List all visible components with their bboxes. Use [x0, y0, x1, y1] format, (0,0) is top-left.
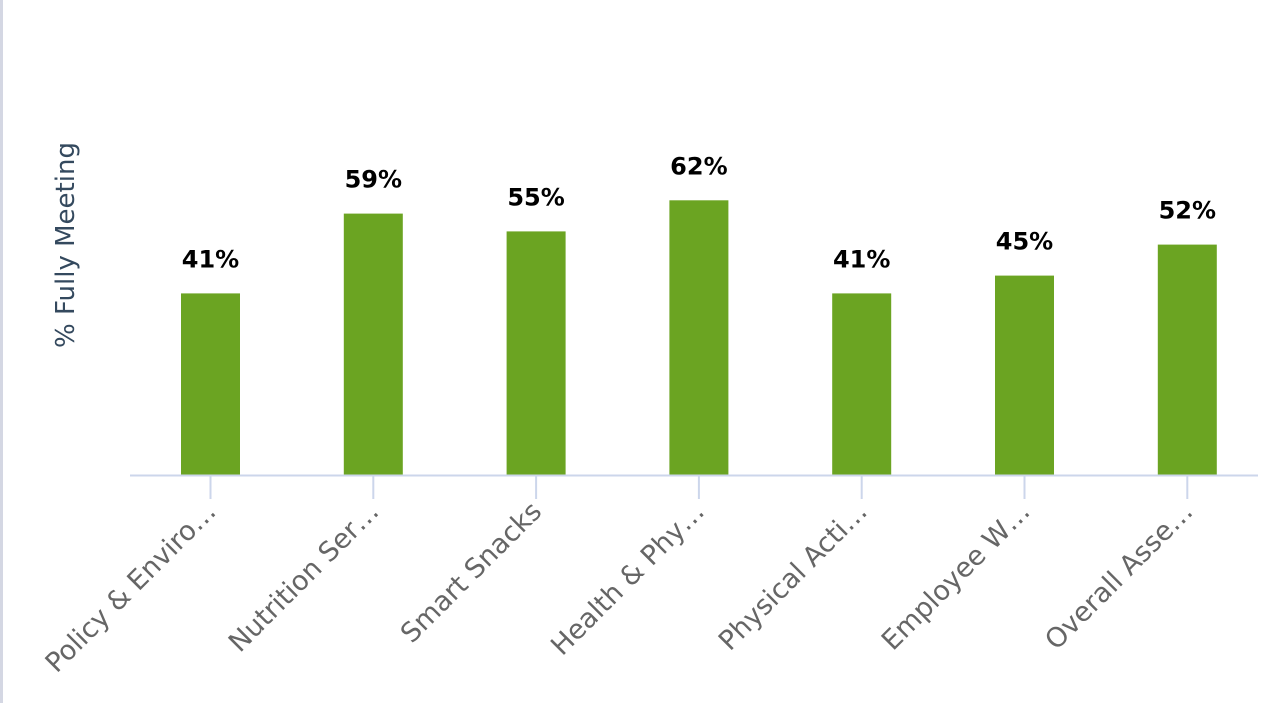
bar-3[interactable] — [506, 231, 566, 475]
x-tick-label-5: Physical Acti… — [713, 496, 874, 657]
value-label-3: 55% — [507, 183, 564, 211]
bar-5[interactable] — [832, 293, 892, 475]
x-tick-label-4: Health & Phy… — [545, 496, 711, 662]
bar-6[interactable] — [995, 275, 1054, 475]
x-tick-label-7: Overall Asse… — [1039, 496, 1199, 656]
x-tick-label-2: Nutrition Ser… — [223, 496, 385, 658]
left-border — [0, 0, 3, 703]
x-tick-label-3: Smart Snacks — [395, 496, 548, 649]
bar-2[interactable] — [343, 213, 403, 475]
value-label-4: 62% — [670, 152, 727, 180]
value-labels-group: 41% 59% 55% 62% 41% 45% 52% — [182, 152, 1216, 273]
value-label-1: 41% — [182, 245, 239, 273]
x-tick-label-6: Employee W… — [876, 496, 1037, 657]
value-label-7: 52% — [1159, 197, 1216, 225]
bars-group — [181, 200, 1217, 476]
x-tick-label-1: Policy & Enviro… — [40, 496, 223, 679]
x-ticks-group — [209, 476, 1189, 499]
bar-7[interactable] — [1157, 244, 1217, 475]
value-label-2: 59% — [345, 166, 402, 194]
bar-4[interactable] — [669, 200, 729, 476]
bar-1[interactable] — [181, 293, 240, 475]
y-axis-label: % Fully Meeting — [51, 142, 81, 348]
value-label-6: 45% — [996, 228, 1053, 256]
value-label-5: 41% — [833, 245, 890, 273]
x-tick-labels-group: Policy & Enviro… Nutrition Ser… Smart Snac… — [40, 496, 1200, 679]
